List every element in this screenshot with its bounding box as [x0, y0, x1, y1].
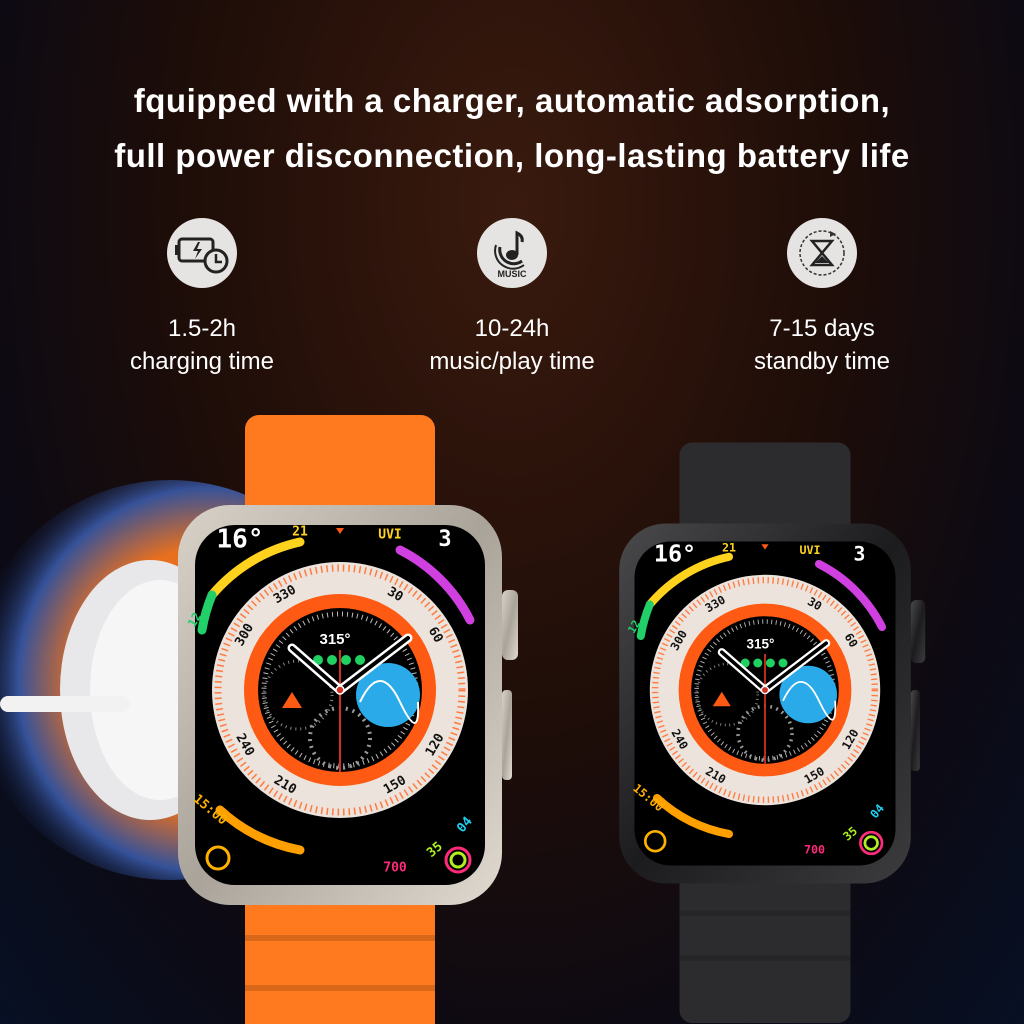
- activity-ring-inner: [449, 851, 467, 869]
- music-icon-text: MUSIC: [498, 269, 528, 279]
- time-arc: [215, 805, 305, 855]
- minute-hand-inner: [763, 641, 829, 692]
- stand-value: 04: [867, 801, 887, 821]
- headline-line-1: fquipped with a charger, automatic adsor…: [133, 82, 891, 119]
- uv-value: 3: [854, 543, 866, 566]
- bezel-label: 60: [425, 624, 446, 645]
- tent-icon: [712, 691, 731, 707]
- digital-crown: [502, 590, 518, 660]
- bezel-label: 60: [842, 631, 861, 650]
- center-pin: [335, 685, 345, 695]
- uv-label: UVI: [799, 543, 820, 557]
- band-groove: [245, 935, 435, 941]
- temp-arc-low: [636, 600, 654, 641]
- uv-arc: [395, 545, 475, 625]
- compass-heading: 315°: [319, 631, 350, 648]
- bezel-label: 30: [805, 594, 824, 613]
- band-groove: [245, 985, 435, 991]
- uv-arc: [814, 559, 887, 632]
- timer-icon: [205, 845, 231, 871]
- center-pin: [760, 685, 770, 695]
- charger-cable: [0, 696, 130, 712]
- feature-music: MUSIC 10-24h music/play time: [392, 218, 632, 378]
- music-note-icon: MUSIC: [477, 218, 547, 288]
- bezel-ticks: [652, 577, 878, 803]
- time-arc: [652, 793, 734, 839]
- temp-high: 21: [292, 525, 308, 540]
- activity-ring-inner: [863, 835, 879, 851]
- hour-hand-inner: [719, 650, 767, 692]
- temp-arc: [645, 552, 734, 609]
- feature-standby: 7-15 days standby time: [702, 218, 942, 378]
- activity-rings-icon: [444, 846, 472, 874]
- status-dot: [778, 658, 788, 668]
- band-groove: [679, 955, 851, 961]
- band-bottom: [679, 843, 851, 1023]
- north-marker-icon: [336, 528, 344, 534]
- status-dot: [327, 655, 337, 665]
- status-dot: [765, 658, 775, 668]
- north-marker-icon: [761, 544, 769, 550]
- side-button: [910, 690, 920, 771]
- music-value: 10-24h: [474, 315, 550, 342]
- hourglass-icon: [787, 218, 857, 288]
- charging-label: charging time: [129, 348, 275, 375]
- temp-high: 21: [722, 540, 736, 554]
- temp-low: 12: [625, 618, 643, 636]
- standby-label: standby time: [753, 348, 891, 375]
- hour-hand-inner: [290, 646, 342, 692]
- bezel-label: 30: [384, 584, 405, 605]
- move-value: 700: [383, 861, 407, 876]
- headline-line-2: full power disconnection, long-lasting b…: [114, 137, 910, 174]
- status-dot: [753, 658, 763, 668]
- temp-low: 12: [185, 610, 204, 630]
- temperature: 16°: [654, 540, 696, 568]
- compass-heading: 315°: [747, 637, 775, 652]
- activity-rings-icon: [859, 830, 884, 856]
- band-groove: [679, 910, 851, 916]
- subdial-left: [262, 659, 334, 731]
- move-value: 700: [804, 843, 825, 857]
- feature-charging: 1.5-2h charging time: [82, 218, 322, 378]
- exercise-value: 35: [840, 824, 860, 844]
- minute-hand-inner: [338, 636, 410, 692]
- status-dot: [341, 655, 351, 665]
- tide-curve: [359, 680, 420, 724]
- music-label: music/play time: [429, 348, 595, 375]
- temp-arc-low: [197, 590, 217, 635]
- status-dot: [355, 655, 365, 665]
- charging-value: 1.5-2h: [167, 315, 237, 342]
- status-dot: [313, 655, 323, 665]
- bezel-ticks: [214, 564, 466, 816]
- temperature: 16°: [217, 525, 264, 555]
- timer-icon: [643, 829, 667, 853]
- status-dot: [740, 658, 750, 668]
- side-button: [502, 690, 512, 780]
- tent-icon: [282, 692, 302, 708]
- battery-clock-icon: [167, 218, 237, 288]
- standby-value: 7-15 days: [769, 315, 875, 342]
- digital-crown: [910, 600, 926, 663]
- subdial-left: [695, 662, 760, 727]
- uv-value: 3: [438, 527, 451, 552]
- tide-curve: [782, 681, 837, 721]
- temp-arc: [207, 537, 305, 600]
- uv-label: UVI: [378, 528, 401, 543]
